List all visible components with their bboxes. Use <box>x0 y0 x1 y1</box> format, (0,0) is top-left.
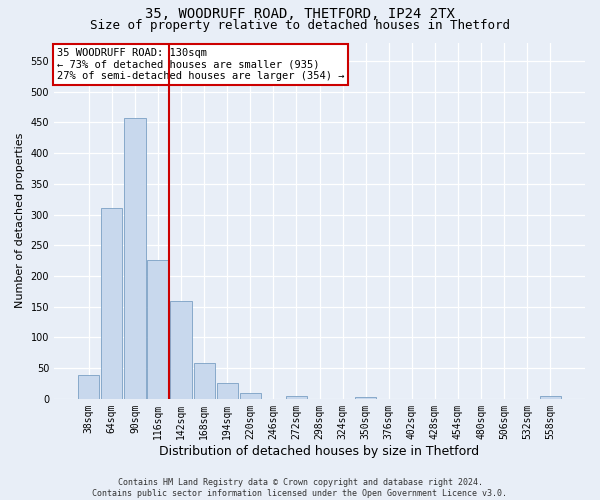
Text: 35, WOODRUFF ROAD, THETFORD, IP24 2TX: 35, WOODRUFF ROAD, THETFORD, IP24 2TX <box>145 8 455 22</box>
Bar <box>539 396 561 399</box>
Text: Size of property relative to detached houses in Thetford: Size of property relative to detached ho… <box>90 19 510 32</box>
Text: 35 WOODRUFF ROAD: 130sqm
← 73% of detached houses are smaller (935)
27% of semi-: 35 WOODRUFF ROAD: 130sqm ← 73% of detach… <box>56 48 344 81</box>
Bar <box>124 118 146 399</box>
Bar <box>78 376 100 399</box>
Text: Contains HM Land Registry data © Crown copyright and database right 2024.
Contai: Contains HM Land Registry data © Crown c… <box>92 478 508 498</box>
Bar <box>170 300 191 399</box>
Bar <box>101 208 122 399</box>
Bar <box>148 260 169 399</box>
Bar <box>194 363 215 399</box>
Bar <box>355 397 376 399</box>
Bar <box>239 392 261 399</box>
X-axis label: Distribution of detached houses by size in Thetford: Distribution of detached houses by size … <box>160 444 479 458</box>
Y-axis label: Number of detached properties: Number of detached properties <box>15 133 25 308</box>
Bar <box>286 396 307 399</box>
Bar <box>217 384 238 399</box>
